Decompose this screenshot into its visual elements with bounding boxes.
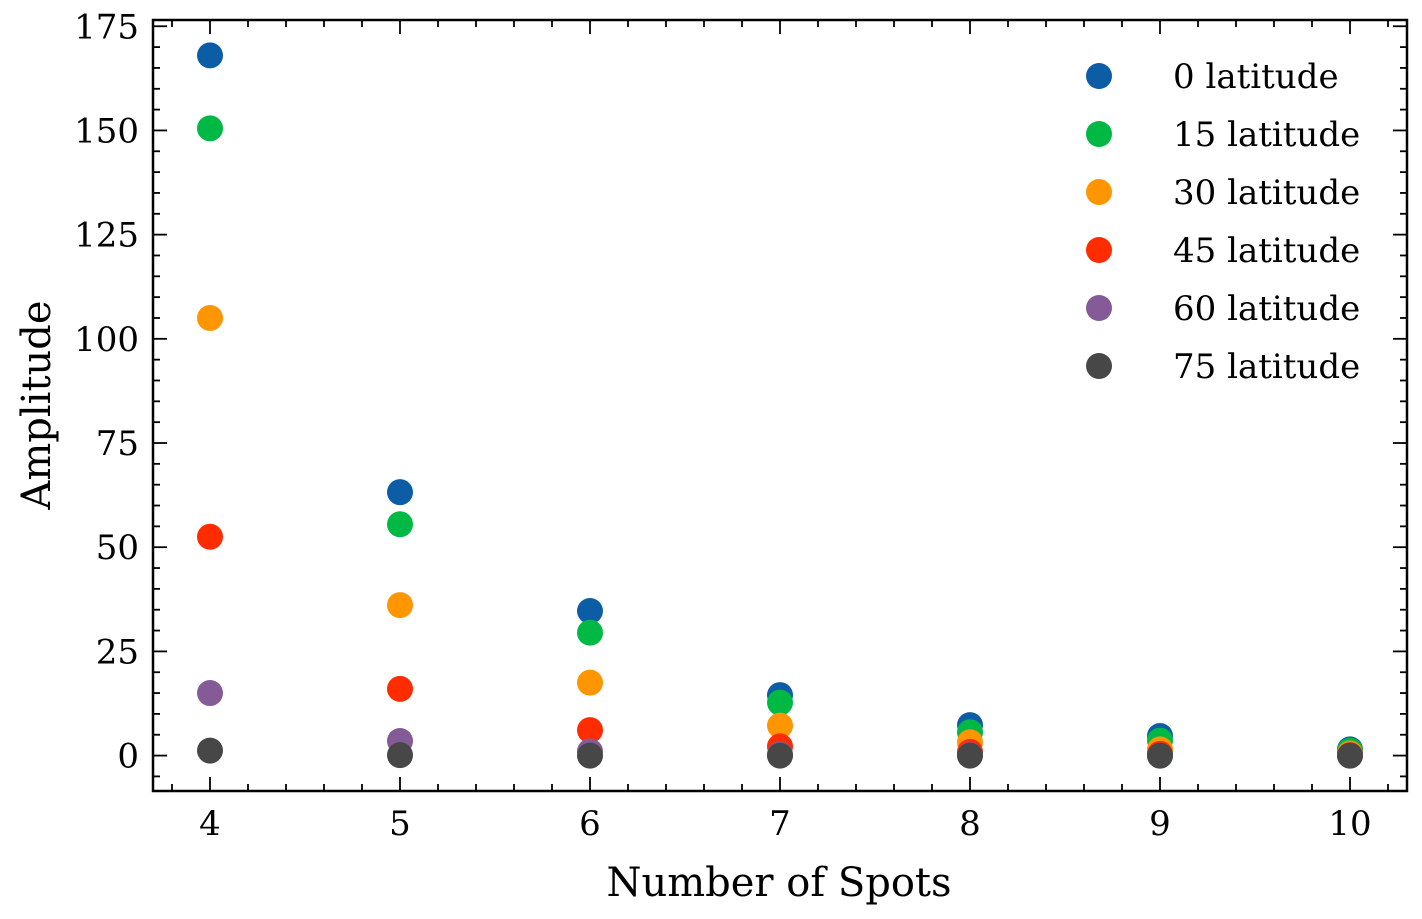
legend-label: 15 latitude [1173,115,1360,155]
data-points [197,42,1363,769]
data-point-series-1 [387,511,413,538]
legend-marker [1086,295,1112,321]
data-point-series-1 [767,689,793,716]
data-point-series-5 [767,742,793,769]
x-tick-label: 7 [769,804,791,844]
y-tick-label: 50 [96,528,139,568]
data-point-series-3 [387,675,413,702]
y-tick-label: 100 [74,320,139,360]
data-point-series-5 [957,742,983,769]
x-axis-label: Number of Spots [606,860,951,906]
x-tick-label: 10 [1328,804,1371,844]
x-tick-label: 5 [389,804,411,844]
data-point-series-5 [197,737,223,764]
data-point-series-0 [577,597,603,624]
data-point-series-1 [197,115,223,142]
y-axis-label: Amplitude [14,300,60,510]
y-tick-label: 75 [96,424,139,464]
data-point-series-2 [387,592,413,619]
legend: 0 latitude 15 latitude 30 latitude 45 latit… [1086,57,1360,387]
data-point-series-2 [197,304,223,331]
y-tick-label: 125 [74,216,139,256]
data-point-series-3 [577,717,603,744]
data-point-series-5 [1337,742,1363,769]
legend-marker [1086,237,1112,263]
x-tick-label: 6 [579,804,601,844]
plot-frame [151,18,1409,793]
data-point-series-0 [387,479,413,506]
x-tick-label: 8 [959,804,981,844]
legend-label: 45 latitude [1173,231,1360,271]
y-tick-label: 0 [117,737,139,777]
legend-label: 30 latitude [1173,173,1360,213]
y-tick-label: 25 [96,632,139,672]
legend-marker [1086,121,1112,147]
data-point-series-0 [197,42,223,69]
legend-label: 75 latitude [1173,347,1360,387]
legend-marker [1086,63,1112,89]
data-point-series-2 [767,712,793,739]
data-point-series-5 [1147,742,1173,769]
data-point-series-4 [197,680,223,707]
legend-label: 60 latitude [1173,289,1360,329]
data-point-series-3 [197,523,223,550]
data-point-series-1 [577,619,603,646]
legend-label: 0 latitude [1173,57,1339,97]
y-tick-label: 175 [74,7,139,47]
legend-marker [1086,179,1112,205]
data-point-series-2 [577,669,603,696]
legend-marker [1086,353,1112,379]
x-tick-label: 9 [1149,804,1171,844]
data-point-series-5 [387,742,413,769]
y-tick-label: 150 [74,111,139,151]
data-point-series-5 [577,742,603,769]
x-tick-label: 4 [199,804,221,844]
